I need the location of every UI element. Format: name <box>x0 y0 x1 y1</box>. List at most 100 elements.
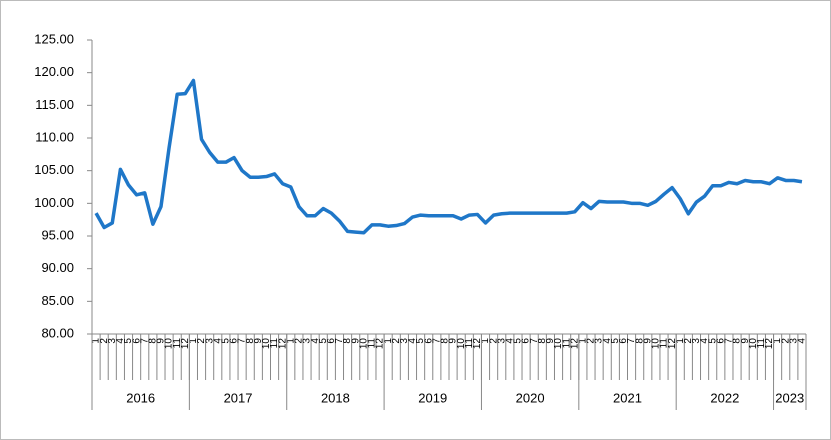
x-tick-label: 1 <box>675 338 686 344</box>
x-tick-label: 11 <box>269 338 280 349</box>
group-label: 2018 <box>321 390 350 405</box>
x-tick-label: 1 <box>91 338 102 344</box>
x-tick-label: 10 <box>164 338 175 350</box>
y-tick-label: 110.00 <box>35 129 74 144</box>
x-tick-label: 5 <box>123 338 134 344</box>
group-label: 2023 <box>775 390 804 405</box>
x-tick-label: 4 <box>797 338 808 344</box>
x-tick-label: 7 <box>334 338 345 344</box>
x-tick-label: 12 <box>472 338 483 350</box>
y-tick-label: 90.00 <box>41 260 74 275</box>
x-tick-label: 8 <box>634 338 645 344</box>
x-tick-label: 3 <box>691 338 702 344</box>
y-tick-label: 115.00 <box>35 97 74 112</box>
x-tick-label: 3 <box>788 338 799 344</box>
x-tick-label: 4 <box>310 338 321 344</box>
x-tick-label: 9 <box>740 338 751 344</box>
x-tick-label: 10 <box>456 338 467 350</box>
x-tick-label: 6 <box>521 338 532 344</box>
x-tick-label: 8 <box>147 338 158 344</box>
x-tick-label: 8 <box>440 338 451 344</box>
x-tick-label: 7 <box>724 338 735 344</box>
y-tick-label: 95.00 <box>41 227 74 242</box>
y-tick-label: 120.00 <box>34 64 74 79</box>
x-tick-label: 10 <box>261 338 272 350</box>
x-tick-label: 7 <box>237 338 248 344</box>
x-tick-label: 5 <box>513 338 524 344</box>
x-tick-label: 6 <box>131 338 142 344</box>
x-tick-label: 2 <box>683 338 694 344</box>
x-tick-label: 11 <box>172 338 183 349</box>
group-label: 2021 <box>613 390 642 405</box>
x-tick-label: 7 <box>139 338 150 344</box>
x-tick-label: 6 <box>326 338 337 344</box>
group-label: 2022 <box>710 390 739 405</box>
x-tick-label: 5 <box>707 338 718 344</box>
x-tick-label: 12 <box>764 338 775 350</box>
x-tick-label: 9 <box>545 338 556 344</box>
x-tick-label: 3 <box>302 338 313 344</box>
x-tick-label: 8 <box>342 338 353 344</box>
x-tick-label: 5 <box>610 338 621 344</box>
x-tick-label: 7 <box>626 338 637 344</box>
x-tick-label: 12 <box>667 338 678 350</box>
x-tick-label: 9 <box>642 338 653 344</box>
x-tick-label: 1 <box>285 338 296 344</box>
y-tick-label: 105.00 <box>34 162 74 177</box>
x-tick-label: 2 <box>586 338 597 344</box>
x-tick-label: 5 <box>221 338 232 344</box>
x-tick-label: 5 <box>415 338 426 344</box>
x-tick-label: 3 <box>107 338 118 344</box>
x-tick-label: 10 <box>358 338 369 350</box>
x-tick-label: 11 <box>464 338 475 349</box>
group-label: 2016 <box>126 390 155 405</box>
x-tick-label: 9 <box>448 338 459 344</box>
x-tick-label: 6 <box>618 338 629 344</box>
x-tick-label: 3 <box>496 338 507 344</box>
line-series <box>94 78 803 235</box>
x-tick-label: 2 <box>99 338 110 344</box>
x-tick-label: 3 <box>204 338 215 344</box>
x-tick-label: 2 <box>391 338 402 344</box>
x-tick-label: 10 <box>748 338 759 350</box>
x-tick-label: 7 <box>529 338 540 344</box>
x-tick-label: 10 <box>553 338 564 350</box>
x-tick-label: 12 <box>375 338 386 350</box>
x-tick-label: 9 <box>156 338 167 344</box>
x-tick-label: 8 <box>245 338 256 344</box>
x-tick-label: 1 <box>383 338 394 344</box>
x-tick-label: 9 <box>253 338 264 344</box>
group-label: 2020 <box>516 390 545 405</box>
x-tick-label: 11 <box>367 338 378 349</box>
y-tick-label: 85.00 <box>41 293 74 308</box>
x-tick-label: 10 <box>651 338 662 350</box>
group-label: 2019 <box>418 390 447 405</box>
x-tick-label: 1 <box>480 338 491 344</box>
x-tick-label: 1 <box>578 338 589 344</box>
x-tick-label: 11 <box>659 338 670 349</box>
group-label: 2017 <box>224 390 253 405</box>
x-tick-label: 7 <box>431 338 442 344</box>
x-tick-label: 3 <box>399 338 410 344</box>
x-tick-label: 12 <box>180 338 191 350</box>
x-tick-label: 4 <box>115 338 126 344</box>
x-tick-label: 2 <box>294 338 305 344</box>
x-tick-label: 4 <box>699 338 710 344</box>
x-tick-label: 4 <box>602 338 613 344</box>
y-tick-label: 125.00 <box>34 31 74 46</box>
x-tick-label: 4 <box>407 338 418 344</box>
x-tick-label: 1 <box>772 338 783 344</box>
y-tick-label: 80.00 <box>41 325 74 340</box>
x-tick-label: 12 <box>277 338 288 350</box>
x-tick-label: 1 <box>188 338 199 344</box>
x-tick-label: 8 <box>732 338 743 344</box>
x-tick-label: 2 <box>780 338 791 344</box>
x-tick-label: 8 <box>537 338 548 344</box>
x-tick-label: 5 <box>318 338 329 344</box>
x-tick-label: 2 <box>196 338 207 344</box>
x-tick-label: 2 <box>488 338 499 344</box>
x-tick-label: 6 <box>715 338 726 344</box>
x-tick-label: 6 <box>423 338 434 344</box>
